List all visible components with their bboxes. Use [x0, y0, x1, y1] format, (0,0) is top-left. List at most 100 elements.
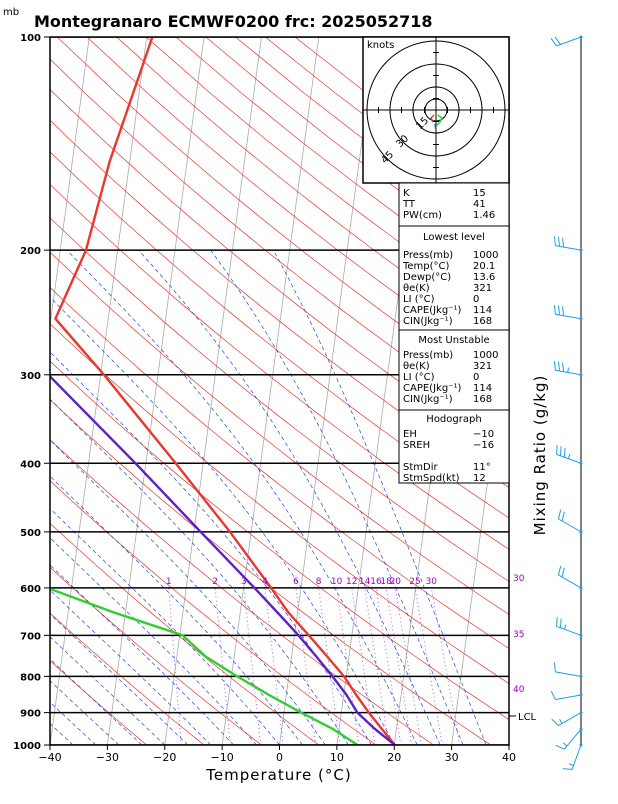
- wind-barb: [555, 672, 581, 677]
- lcl-label: LCL: [518, 712, 537, 723]
- dry-adiabat-line: [0, 37, 618, 745]
- mixing-ratio-label: 8: [316, 577, 322, 587]
- mixing-ratio-label: 35: [513, 630, 524, 640]
- hodo-row-value: −10: [473, 429, 494, 440]
- wind-barb-half: [564, 625, 566, 630]
- y-tick-label: 600: [20, 584, 41, 595]
- wind-barb-base: [580, 586, 583, 589]
- wind-barb-base: [580, 675, 583, 678]
- hodo-row-label: EH: [403, 429, 417, 440]
- mixing-ratio-label: 40: [513, 685, 525, 695]
- lowest-row-label: θe(K): [403, 283, 430, 294]
- unstable-row-label: CIN(Jkg⁻¹): [403, 394, 453, 405]
- wind-barb-flag: [556, 745, 565, 749]
- wind-barb-base: [580, 373, 583, 376]
- dry-adiabat-line: [0, 37, 618, 745]
- dry-adiabat-line: [0, 37, 618, 745]
- wind-barb-base: [580, 462, 583, 465]
- mixing-ratio-label: 14: [359, 577, 371, 587]
- hodograph-trace-high: [435, 124, 436, 130]
- hodograph-unit-label: knots: [367, 40, 394, 51]
- lowest-row-label: LI (°C): [403, 294, 435, 305]
- lowest-row-label: CIN(Jkg⁻¹): [403, 316, 453, 327]
- wind-barb-flag: [554, 663, 555, 672]
- wind-barb-flag: [555, 37, 561, 45]
- wind-barb-flag: [564, 448, 565, 457]
- lowest-row-value: 13.6: [473, 272, 495, 283]
- isotherm-line: [280, 37, 377, 745]
- wind-barb-flag: [558, 566, 560, 575]
- wind-barb-flag: [558, 510, 560, 519]
- mixing-ratio-label: 25: [409, 577, 420, 587]
- unstable-row-label: CAPE(Jkg⁻¹): [403, 383, 461, 394]
- wind-barb-base: [580, 694, 583, 697]
- wind-barb-base: [580, 728, 583, 731]
- x-tick-label: 30: [445, 751, 459, 764]
- x-tick-label: −30: [96, 751, 119, 764]
- unstable-row-label: Press(mb): [403, 350, 453, 361]
- y-tick-label: 500: [20, 528, 41, 539]
- mixing-ratio-label: 20: [390, 577, 402, 587]
- moist-adiabat-line: [0, 250, 303, 745]
- chart-title: Montegranaro ECMWF0200 frc: 2025052718: [34, 12, 433, 31]
- lowest-level-title: Lowest level: [423, 232, 485, 243]
- moist-adiabat-line: [0, 250, 280, 745]
- moist-adiabat-line: [0, 250, 142, 745]
- index-row-label: PW(cm): [403, 210, 442, 221]
- y-tick-label: 800: [20, 672, 41, 683]
- wind-barb-flag: [558, 237, 559, 246]
- lowest-row-value: 0: [473, 294, 479, 305]
- mixing-ratio-label: 30: [426, 577, 438, 587]
- mixing-ratio-line: [265, 588, 283, 745]
- unstable-row-value: 321: [473, 361, 492, 372]
- isotherm-line: [107, 37, 204, 745]
- index-row-label: K: [403, 188, 410, 199]
- index-row-value: 15: [473, 188, 486, 199]
- wind-barb: [564, 729, 581, 749]
- x-tick-label: 0: [276, 751, 283, 764]
- lowest-row-value: 20.1: [473, 261, 495, 272]
- unstable-row-value: 114: [473, 383, 492, 394]
- hodo-row-label: StmSpd(kt): [403, 473, 460, 484]
- wind-barb-base: [580, 711, 583, 714]
- wind-barb-flag: [563, 238, 564, 247]
- x-tick-label: 40: [502, 751, 516, 764]
- wind-barb-half: [560, 719, 563, 723]
- hodo-row-label: SREH: [403, 440, 430, 451]
- x-tick-label: 10: [330, 751, 344, 764]
- wind-barb-flag: [558, 362, 559, 371]
- wind-barb-flag: [557, 617, 558, 626]
- wind-barb-flag: [557, 445, 558, 454]
- wind-barb: [572, 745, 581, 769]
- dry-adiabat-line: [0, 37, 618, 745]
- most-unstable-title: Most Unstable: [418, 335, 489, 346]
- mixing-ratio-label: 6: [293, 577, 299, 587]
- moist-adiabat-line: [0, 250, 50, 745]
- wind-barb-base: [580, 36, 583, 39]
- wind-barb: [555, 695, 581, 700]
- unstable-row-label: θe(K): [403, 361, 430, 372]
- hodo-row-label: StmDir: [403, 462, 438, 473]
- wind-barb-flag: [554, 236, 555, 245]
- lowest-row-value: 321: [473, 283, 492, 294]
- dry-adiabat-line: [0, 37, 618, 745]
- mixing-ratio-label: 4: [262, 577, 268, 587]
- background-grid: [0, 37, 618, 745]
- isotherm-line: [566, 37, 618, 745]
- sounding-profiles: [0, 37, 395, 745]
- wind-barb-flag: [558, 306, 559, 315]
- wind-barb-flag: [560, 446, 561, 455]
- wind-barb-flag: [562, 568, 564, 577]
- wind-barb-flag: [563, 769, 572, 770]
- x-tick-label: −10: [211, 751, 234, 764]
- y-tick-label: 300: [20, 371, 41, 382]
- wind-barb-half: [569, 764, 574, 766]
- mixing-ratio-axis-label: Mixing Ratio (g/kg): [531, 375, 549, 536]
- wind-barb-base: [580, 530, 583, 533]
- mixing-ratio-line: [415, 588, 442, 745]
- hodograph-title: Hodograph: [426, 414, 481, 425]
- mixing-ratio-label: 1: [166, 577, 172, 587]
